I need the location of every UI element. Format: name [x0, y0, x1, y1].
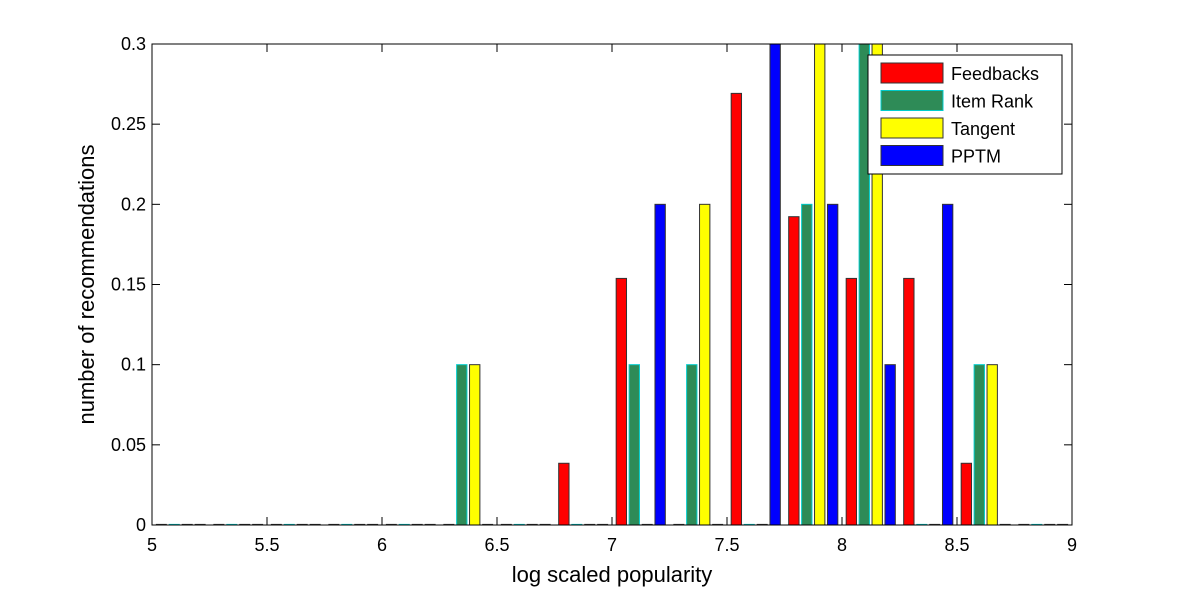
legend-label: Feedbacks	[951, 64, 1039, 84]
bar	[628, 364, 640, 526]
x-tick-label: 5.5	[254, 535, 279, 555]
bar	[903, 277, 915, 526]
ticks-layer: 5 5.5 6 6.5 7 7.5 8 8.5 9 0 0.05 0.1 0.15 0.2 0.25 0.3	[111, 34, 1077, 555]
x-tick-label: 6	[377, 535, 387, 555]
bar	[615, 277, 628, 526]
bar	[456, 364, 468, 526]
x-tick-label: 6.5	[484, 535, 509, 555]
legend-label: Tangent	[951, 119, 1015, 139]
y-tick-label: 0.2	[121, 194, 146, 214]
y-tick-label: 0.05	[111, 435, 146, 455]
bar	[986, 364, 998, 526]
legend-swatch	[880, 117, 944, 139]
bar	[686, 364, 698, 526]
bar	[845, 277, 858, 526]
bar	[801, 203, 813, 526]
x-tick-label: 9	[1067, 535, 1077, 555]
x-tick-label: 7.5	[714, 535, 739, 555]
bar	[884, 364, 896, 526]
legend: Feedbacks Item Rank Tangent PPTM	[867, 54, 1063, 175]
y-tick-label: 0.25	[111, 114, 146, 134]
y-tick-label: 0.3	[121, 34, 146, 54]
y-tick-label: 0.15	[111, 275, 146, 295]
legend-swatch	[880, 145, 944, 166]
x-tick-label: 5	[147, 535, 157, 555]
legend-label: PPTM	[951, 147, 1001, 167]
legend-swatch	[880, 62, 944, 84]
x-axis-title: log scaled popularity	[512, 562, 713, 587]
series-item-rank	[168, 43, 1043, 526]
bar	[826, 203, 839, 526]
bar	[469, 364, 481, 526]
legend-label: Item Rank	[951, 92, 1034, 112]
x-tick-label: 7	[607, 535, 617, 555]
bar	[973, 364, 985, 526]
y-tick-label: 0	[136, 515, 146, 535]
series-feedbacks	[155, 92, 1030, 526]
bar	[699, 203, 711, 526]
bar	[558, 462, 570, 526]
bar	[788, 216, 800, 526]
bar	[941, 203, 954, 526]
bar	[769, 43, 781, 526]
legend-swatch	[880, 90, 944, 111]
bar	[814, 43, 826, 526]
x-tick-label: 8	[837, 535, 847, 555]
y-tick-label: 0.1	[121, 355, 146, 375]
bar	[730, 92, 743, 526]
y-axis-title: number of recommendations	[74, 144, 99, 424]
bar	[654, 203, 666, 526]
bar	[960, 462, 973, 526]
x-tick-label: 8.5	[944, 535, 969, 555]
